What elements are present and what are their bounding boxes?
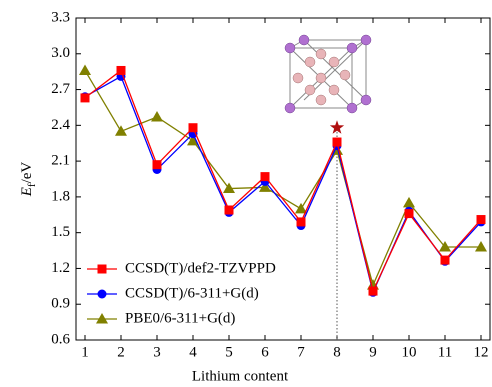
marker bbox=[153, 160, 162, 169]
x-tick-label: 6 bbox=[261, 344, 269, 360]
marker bbox=[81, 93, 90, 102]
y-tick-label: 0.9 bbox=[51, 296, 70, 312]
marker bbox=[333, 138, 342, 147]
y-label-symbol: E bbox=[19, 187, 35, 197]
x-tick-label: 4 bbox=[189, 344, 197, 360]
series-line bbox=[85, 70, 481, 291]
legend-label: PBE0/6-311+G(d) bbox=[125, 310, 235, 326]
y-tick-label: 1.5 bbox=[51, 224, 70, 240]
x-tick-label: 5 bbox=[225, 344, 233, 360]
marker bbox=[79, 64, 91, 75]
marker bbox=[405, 209, 414, 218]
y-tick-label: 2.1 bbox=[51, 153, 70, 169]
y-tick-label: 0.6 bbox=[51, 331, 70, 347]
x-tick-label: 11 bbox=[438, 344, 452, 360]
y-label-unit: /eV bbox=[19, 162, 35, 184]
x-tick-label: 7 bbox=[297, 344, 305, 360]
marker bbox=[98, 265, 107, 274]
marker bbox=[477, 215, 486, 224]
y-tick-label: 1.2 bbox=[51, 260, 70, 276]
y-axis-label: Ef/eV bbox=[19, 162, 37, 198]
marker bbox=[96, 313, 108, 324]
marker bbox=[151, 111, 163, 122]
x-tick-label: 3 bbox=[153, 344, 161, 360]
y-tick-label: 1.8 bbox=[51, 188, 70, 204]
x-tick-label: 1 bbox=[81, 344, 89, 360]
legend-label: CCSD(T)/6-311+G(d) bbox=[125, 285, 259, 301]
marker bbox=[117, 66, 126, 75]
marker bbox=[297, 217, 306, 226]
marker bbox=[403, 197, 415, 208]
cluster-inset bbox=[285, 35, 371, 113]
series-line bbox=[85, 70, 481, 285]
x-axis-label: Lithium content bbox=[192, 368, 289, 384]
marker bbox=[261, 172, 270, 181]
marker bbox=[369, 287, 378, 296]
x-tick-label: 2 bbox=[117, 344, 125, 360]
x-tick-label: 12 bbox=[474, 344, 489, 360]
y-tick-label: 2.4 bbox=[51, 117, 70, 133]
y-tick-label: 2.7 bbox=[51, 81, 70, 97]
marker bbox=[441, 256, 450, 265]
marker bbox=[225, 206, 234, 215]
marker bbox=[98, 290, 107, 299]
marker bbox=[189, 123, 198, 132]
highlight-star bbox=[330, 120, 344, 134]
chart: Lithium content Ef/eV 0.6 0.9 1.2 1.5 1.8 2.1… bbox=[0, 0, 492, 387]
x-tick-label: 10 bbox=[402, 344, 417, 360]
legend-label: CCSD(T)/def2-TZVPPD bbox=[125, 260, 276, 276]
marker bbox=[475, 241, 487, 252]
y-tick-label: 3.0 bbox=[51, 45, 70, 61]
x-tick-label: 8 bbox=[333, 344, 341, 360]
marker bbox=[115, 125, 127, 136]
x-tick-label: 9 bbox=[369, 344, 377, 360]
y-tick-label: 3.3 bbox=[51, 9, 70, 25]
